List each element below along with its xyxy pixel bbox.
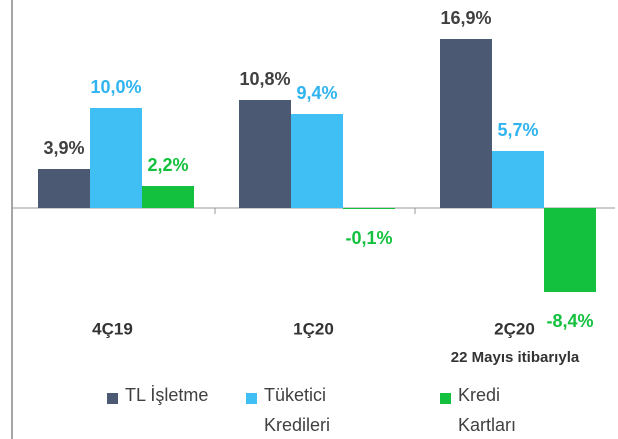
value-label: 10,8% — [239, 69, 290, 89]
value-label: -8,4% — [546, 311, 593, 331]
x-tick-label: 1Ç20 — [293, 319, 334, 338]
value-label: 2,2% — [147, 155, 188, 175]
bar — [291, 114, 343, 208]
value-label: 3,9% — [43, 138, 84, 158]
value-label: -0,1% — [345, 228, 392, 248]
bar — [343, 208, 395, 209]
bar — [142, 186, 194, 208]
bar — [544, 208, 596, 292]
x-tick-label: 2Ç20 — [494, 319, 535, 338]
value-label: 10,0% — [90, 77, 141, 97]
legend-label: Tüketici Kredileri — [264, 385, 331, 435]
legend-swatch — [107, 393, 118, 404]
value-label: 5,7% — [497, 120, 538, 140]
bar — [38, 169, 90, 208]
legend-label: Kredi Kartları — [458, 385, 517, 435]
legend-swatch — [246, 393, 257, 404]
legend-label: TL İşletme — [125, 385, 209, 405]
bar — [440, 39, 492, 208]
value-label: 16,9% — [440, 8, 491, 28]
bar — [239, 100, 291, 208]
x-tick-label: 4Ç19 — [92, 319, 133, 338]
bar — [492, 151, 544, 208]
category-note: 22 Mayıs itibarıyla — [451, 349, 580, 366]
bar — [90, 108, 142, 208]
value-label: 9,4% — [296, 83, 337, 103]
legend-swatch — [440, 393, 451, 404]
